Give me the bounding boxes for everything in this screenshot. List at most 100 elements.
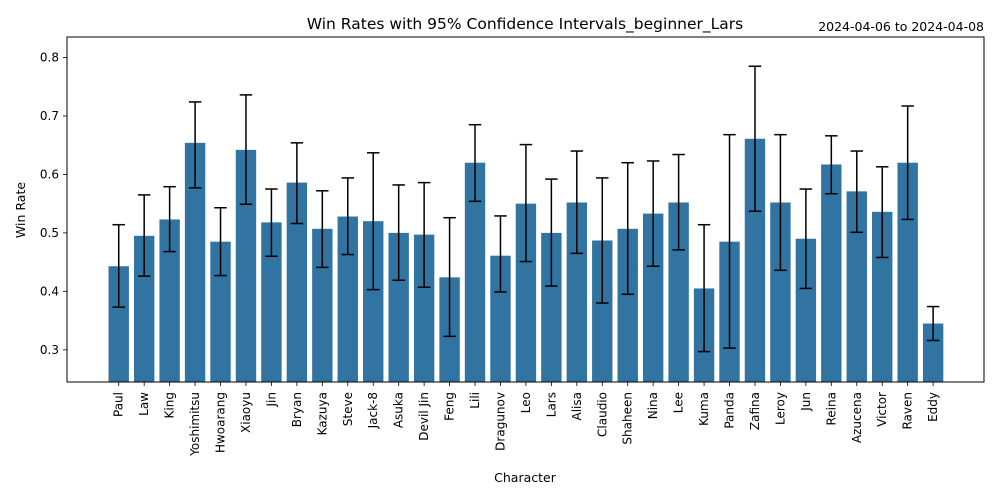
error-bar [875,166,889,259]
bar [363,221,384,382]
x-tick-label: Alisa [570,392,584,420]
bar [922,323,944,382]
error-bar [799,188,813,290]
error-bar [926,305,940,342]
bar [592,240,613,382]
error-bar [468,123,482,203]
bar [464,162,486,382]
x-tick-label: Kazuya [315,392,329,435]
x-tick-label: Reina [824,392,838,425]
x-axis: Paul Law King Yoshimitsu Hwoarang Xiaoyu Jin Br… [112,382,940,457]
x-tick-label: Steve [341,392,355,426]
error-bar [596,177,609,304]
error-bar [545,178,558,287]
x-tick-label: Kuma [697,392,711,426]
error-bar [697,223,711,353]
y-tick-label: 0.8 [40,50,59,64]
bar [770,202,791,382]
error-bar [417,181,431,289]
x-tick-label: Victor [875,392,889,427]
bar [210,241,231,382]
bar [872,211,893,382]
y-tick-label: 0.3 [40,343,59,357]
error-bar [112,223,125,308]
chart-title: Win Rates with 95% Confidence Intervals_… [307,15,743,34]
x-tick-label: Shaheen [621,392,635,445]
error-bar [239,94,253,205]
x-tick-label: Yoshimitsu [188,392,202,457]
bar [337,216,358,382]
error-bar [366,152,380,291]
x-tick-label: Jin [264,392,278,407]
bar [566,202,588,382]
error-bar [570,150,584,255]
bar [184,142,206,382]
bar [642,213,664,382]
error-bar [672,153,685,251]
error-bar [621,161,634,296]
x-tick-label: Bryan [290,392,304,427]
bar [846,191,867,382]
error-bar [748,65,762,212]
error-bar [188,101,202,189]
x-tick-label: Dragunov [493,392,507,451]
bar [668,202,689,382]
plot-frame [66,36,985,383]
error-bar [850,150,864,234]
x-tick-label: Raven [901,392,915,430]
error-bars-layer [112,65,940,353]
error-bar [392,184,405,281]
bar [897,162,918,382]
bar [235,149,257,382]
error-bar [825,135,838,195]
y-axis: 0.3 0.4 0.5 0.6 0.7 0.8 [40,50,67,357]
error-bar [316,190,329,269]
bar [617,228,638,382]
x-tick-label: Jun [799,392,813,412]
x-tick-label: Lili [468,392,482,409]
x-tick-label: Leroy [773,392,787,425]
y-axis-label: Win Rate [13,182,28,238]
error-bar [265,188,278,258]
error-bar [519,143,533,263]
bar [133,235,155,382]
bar [261,222,282,382]
bar [515,203,537,382]
error-bar [137,194,151,277]
bar [821,164,842,382]
bar [744,138,766,382]
x-tick-label: Panda [723,392,737,429]
x-tick-label: Nina [646,392,660,419]
date-range-subtitle: 2024-04-06 to 2024-04-08 [818,19,984,34]
error-bar [901,105,914,221]
x-tick-label: King [163,392,177,418]
x-tick-label: Xiaoyu [239,392,253,433]
bar [388,232,409,382]
bar [413,234,435,382]
x-tick-label: Leo [519,392,533,413]
x-axis-label: Character [494,470,557,485]
x-tick-label: Hwoarang [214,392,228,453]
x-tick-label: Eddy [926,392,940,422]
x-tick-label: Feng [443,392,457,421]
error-bar [646,160,660,267]
x-tick-label: Lars [544,392,558,417]
error-bar [774,133,787,272]
error-bar [443,216,456,338]
error-bar [723,133,736,349]
bar [108,266,129,382]
error-bar [494,215,507,293]
x-tick-label: Zafina [748,392,762,430]
y-tick-label: 0.6 [40,167,59,181]
bar [541,232,562,382]
y-tick-label: 0.4 [40,284,59,298]
bar [286,182,308,382]
x-tick-label: Paul [112,392,126,417]
x-tick-label: Azucena [850,392,864,443]
x-tick-label: Claudio [595,392,609,437]
bar [490,255,511,382]
bar [159,219,180,382]
error-bar [341,177,355,256]
x-tick-label: Jack-8 [366,392,380,429]
